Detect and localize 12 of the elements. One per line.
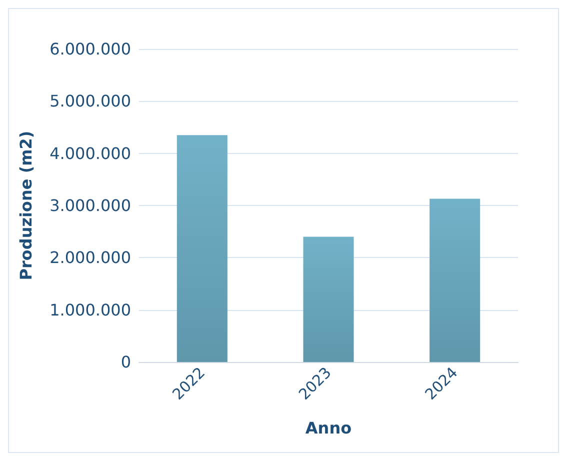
bar: [430, 198, 480, 362]
y-tick-label: 6.000.000: [50, 40, 131, 58]
x-axis-title: Anno: [305, 418, 352, 438]
y-tick-label: 5.000.000: [50, 92, 131, 111]
y-tick-label: 2.000.000: [50, 248, 131, 268]
bar: [176, 135, 228, 362]
y-tick-label: 3.000.000: [50, 196, 131, 215]
y-tick-label: 4.000.000: [50, 144, 131, 163]
y-axis-title: Produzione (m2): [16, 130, 36, 280]
y-tick-label: 0: [120, 352, 131, 372]
y-tick-label: 1.000.000: [50, 300, 131, 320]
bar: [303, 236, 354, 362]
